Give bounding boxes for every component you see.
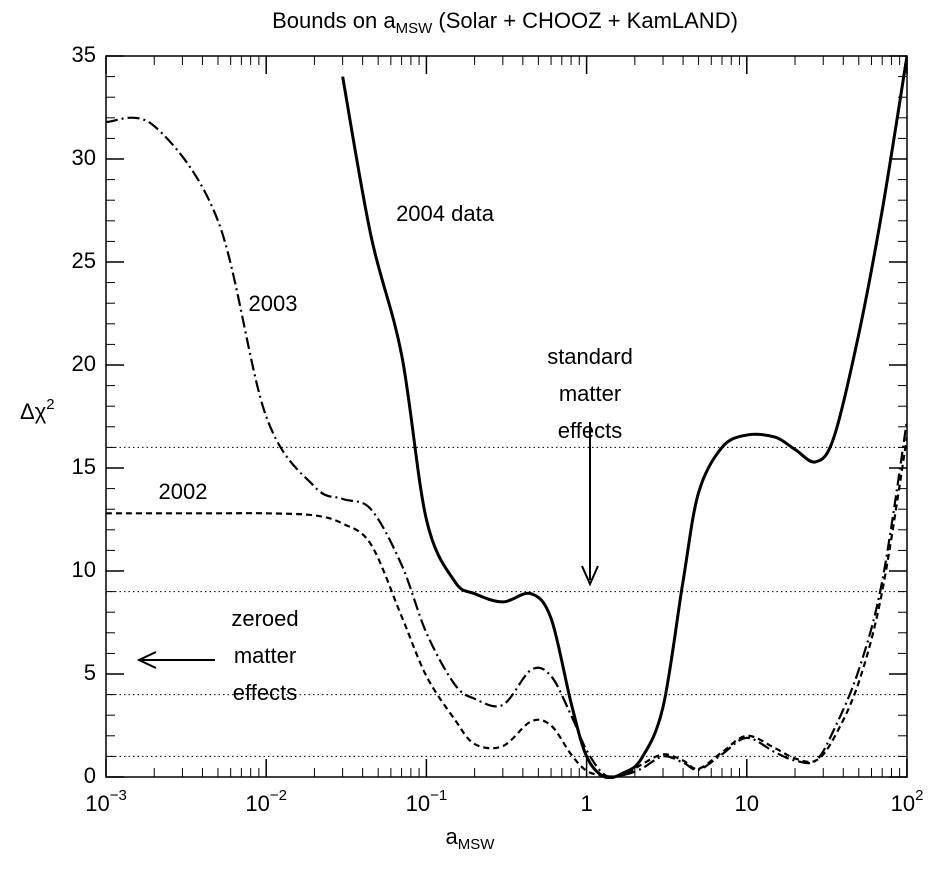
x-tick-label-base: 10	[406, 791, 430, 816]
curve	[106, 116, 907, 779]
y-tick-label: 30	[72, 145, 96, 170]
y-tick-label: 25	[72, 248, 96, 273]
x-tick-label-exponent: −2	[270, 787, 287, 804]
plot-frame	[105, 55, 908, 778]
x-tick-label-base: 10	[85, 791, 109, 816]
y-tick-label: 0	[84, 763, 96, 788]
y-tick-label: 5	[84, 660, 96, 685]
y-tick-label: 35	[72, 42, 96, 67]
y-tick-label: 15	[72, 454, 96, 479]
annotation: zeroed	[231, 606, 298, 631]
annotation: matter	[234, 643, 296, 668]
curves	[106, 55, 907, 779]
x-tick-label-base: 10	[245, 791, 269, 816]
x-tick-label: 10−2	[245, 787, 287, 816]
x-tick-label-exponent: −3	[110, 787, 127, 804]
arrow-head	[136, 651, 157, 669]
x-axis-label: aMSW	[446, 824, 496, 853]
y-tick-label: 10	[72, 557, 96, 582]
x-tick-label: 10−3	[85, 787, 127, 816]
x-tick-label-exponent: −1	[430, 787, 447, 804]
x-tick-label-exponent: 2	[915, 787, 923, 804]
arrow-head	[581, 565, 599, 587]
curve	[341, 55, 907, 779]
x-tick-label: 102	[891, 787, 924, 816]
chart-title: Bounds on aMSW (Solar + CHOOZ + KamLAND)	[272, 8, 738, 37]
annotation: effects	[558, 418, 622, 443]
x-tick-label: 1	[580, 791, 592, 816]
x-tick-label-base: 10	[891, 791, 915, 816]
curve	[106, 436, 907, 778]
x-tick-label: 10−1	[406, 787, 448, 816]
x-tick-label: 10	[735, 791, 759, 816]
series-label: 2003	[249, 291, 298, 316]
y-tick-label: 20	[72, 351, 96, 376]
annotation: standard	[547, 344, 633, 369]
series-label: 2002	[159, 479, 208, 504]
annotation: matter	[559, 381, 621, 406]
series-label: 2004 data	[396, 201, 495, 226]
y-axis-label: Δχ2	[20, 396, 55, 424]
annotation: effects	[233, 680, 297, 705]
